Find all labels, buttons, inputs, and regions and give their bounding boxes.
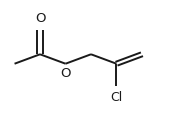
Text: Cl: Cl (110, 91, 123, 104)
Text: O: O (60, 67, 71, 80)
Text: O: O (35, 12, 45, 25)
